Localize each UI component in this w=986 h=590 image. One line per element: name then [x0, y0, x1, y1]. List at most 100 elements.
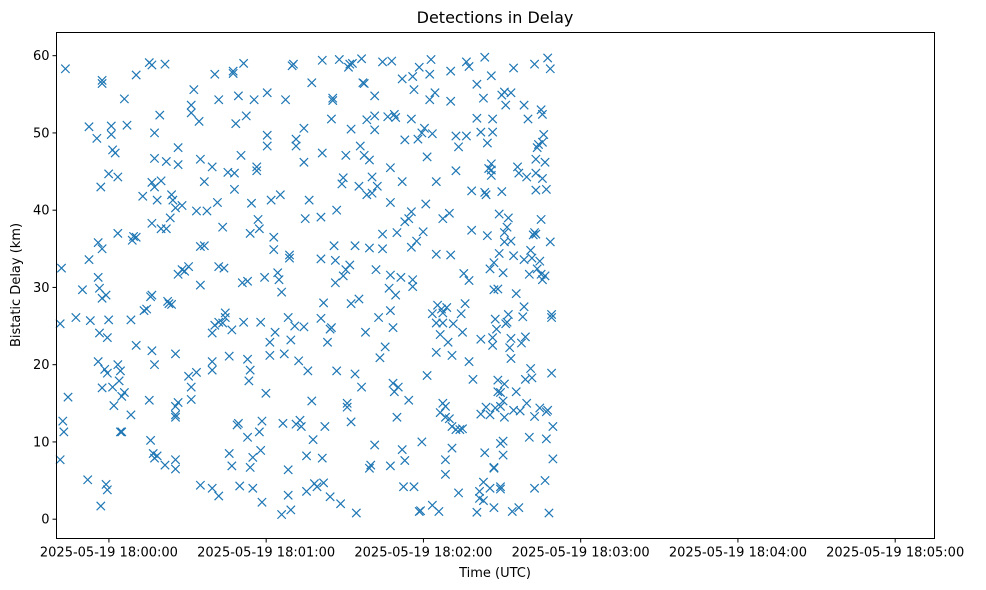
- data-point: [540, 157, 550, 167]
- data-point: [354, 294, 364, 304]
- data-point: [545, 237, 555, 247]
- data-point: [425, 95, 435, 105]
- data-point: [270, 327, 280, 337]
- data-point: [294, 356, 304, 366]
- data-point: [370, 125, 380, 135]
- data-point: [254, 427, 264, 437]
- data-point: [290, 321, 300, 331]
- data-point: [245, 462, 255, 473]
- data-point: [330, 255, 340, 266]
- data-point: [506, 236, 516, 246]
- data-point: [415, 506, 426, 516]
- y-axis-label: Bistatic Delay (km): [9, 223, 24, 347]
- data-point: [58, 416, 68, 426]
- data-point: [199, 176, 209, 187]
- data-point: [256, 445, 266, 456]
- data-point: [100, 364, 110, 374]
- data-point: [482, 231, 492, 241]
- data-point: [476, 127, 486, 137]
- data-point: [177, 265, 187, 275]
- data-point: [546, 309, 557, 320]
- data-point: [493, 284, 503, 294]
- data-point: [253, 214, 263, 225]
- data-point: [543, 405, 553, 415]
- data-point: [487, 127, 498, 137]
- data-point: [371, 265, 381, 275]
- data-point: [299, 123, 309, 133]
- data-point: [391, 112, 401, 123]
- data-point: [155, 110, 165, 120]
- data-point: [262, 130, 272, 140]
- data-point: [422, 152, 432, 162]
- data-point: [173, 142, 183, 153]
- data-point: [372, 181, 382, 191]
- data-point: [275, 190, 285, 200]
- data-point: [522, 172, 532, 182]
- data-point: [397, 74, 407, 84]
- data-point: [490, 403, 500, 413]
- data-point: [330, 278, 340, 288]
- data-point: [467, 225, 477, 235]
- data-point: [97, 78, 107, 89]
- data-point: [237, 278, 247, 288]
- data-point: [265, 350, 275, 361]
- data-point: [489, 285, 499, 295]
- data-point: [346, 124, 356, 134]
- data-point: [370, 91, 380, 101]
- data-point: [529, 483, 540, 493]
- data-point: [94, 328, 105, 338]
- data-point: [364, 243, 375, 253]
- data-point: [540, 271, 550, 281]
- data-point: [525, 363, 536, 374]
- data-point: [427, 309, 437, 319]
- data-point: [440, 469, 451, 480]
- data-point: [498, 396, 508, 406]
- data-point: [149, 128, 160, 138]
- data-point: [332, 205, 342, 215]
- data-point: [242, 432, 253, 442]
- data-point: [56, 263, 67, 273]
- data-point: [71, 312, 81, 323]
- data-point: [235, 481, 245, 491]
- data-point: [487, 333, 498, 343]
- data-point: [455, 424, 465, 435]
- data-point: [160, 59, 170, 69]
- data-point: [431, 249, 441, 259]
- data-point: [249, 95, 259, 105]
- data-point: [119, 94, 130, 104]
- data-point: [451, 131, 461, 141]
- data-point: [347, 58, 358, 69]
- data-point: [548, 454, 558, 464]
- data-point: [464, 61, 474, 72]
- data-point: [380, 342, 390, 352]
- data-point: [400, 135, 410, 145]
- data-point: [338, 271, 348, 281]
- data-point: [541, 434, 551, 444]
- data-point: [476, 409, 486, 419]
- data-point: [283, 465, 293, 475]
- data-point: [453, 142, 464, 152]
- data-point: [385, 163, 396, 173]
- data-point: [170, 412, 181, 422]
- data-point: [183, 371, 194, 381]
- data-point: [102, 368, 112, 378]
- y-tick-label: 30: [33, 281, 50, 296]
- data-point: [404, 395, 414, 405]
- data-point: [498, 268, 508, 278]
- data-point: [119, 387, 130, 398]
- data-point: [170, 203, 181, 213]
- points-layer: [55, 52, 558, 520]
- data-point: [484, 163, 494, 174]
- data-point: [156, 176, 166, 186]
- data-point: [524, 432, 534, 442]
- data-point: [434, 506, 444, 517]
- data-point: [398, 482, 409, 492]
- data-point: [128, 231, 139, 242]
- data-point: [283, 490, 293, 500]
- data-point: [482, 138, 492, 148]
- data-point: [461, 131, 472, 141]
- data-point: [165, 213, 175, 223]
- data-point: [228, 68, 238, 79]
- data-point: [84, 254, 94, 265]
- data-point: [529, 59, 540, 69]
